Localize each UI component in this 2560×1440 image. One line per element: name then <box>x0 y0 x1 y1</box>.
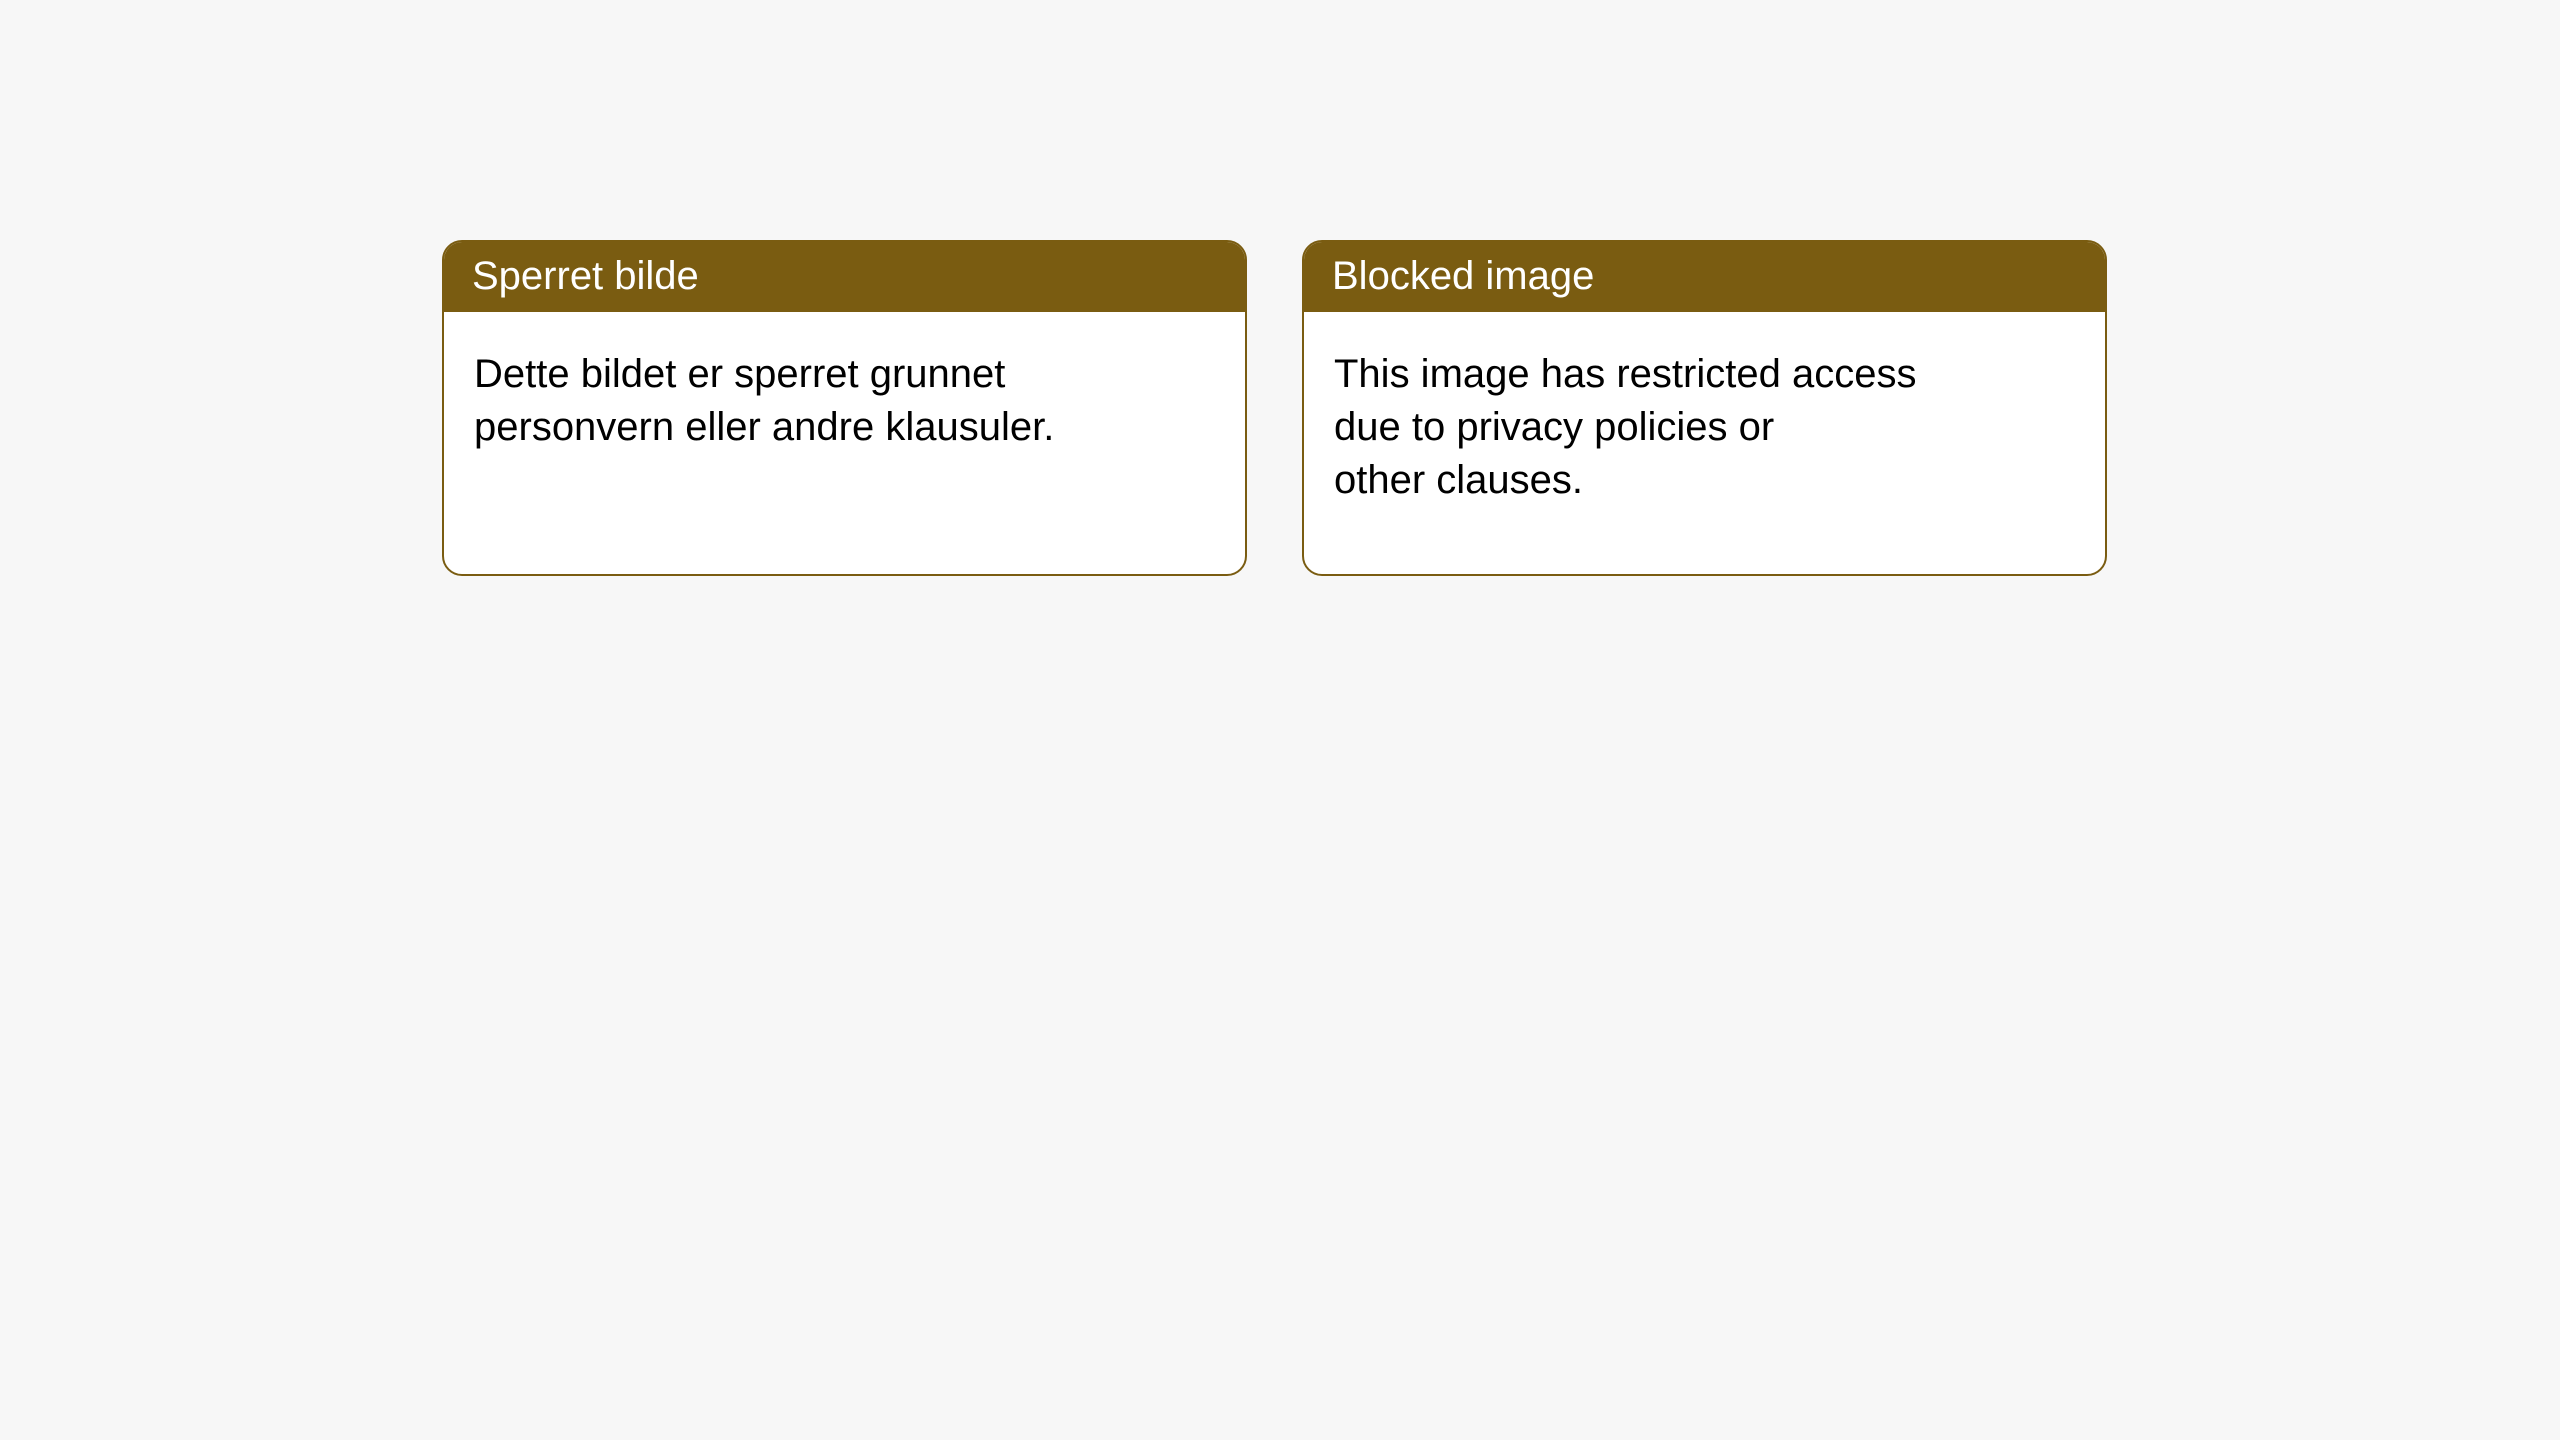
card-title-no: Sperret bilde <box>444 242 1245 312</box>
notice-container: Sperret bilde Dette bildet er sperret gr… <box>0 0 2560 576</box>
card-body-en: This image has restricted access due to … <box>1304 312 2024 542</box>
card-title-en: Blocked image <box>1304 242 2105 312</box>
blocked-image-card-no: Sperret bilde Dette bildet er sperret gr… <box>442 240 1247 576</box>
card-body-no: Dette bildet er sperret grunnet personve… <box>444 312 1164 490</box>
blocked-image-card-en: Blocked image This image has restricted … <box>1302 240 2107 576</box>
